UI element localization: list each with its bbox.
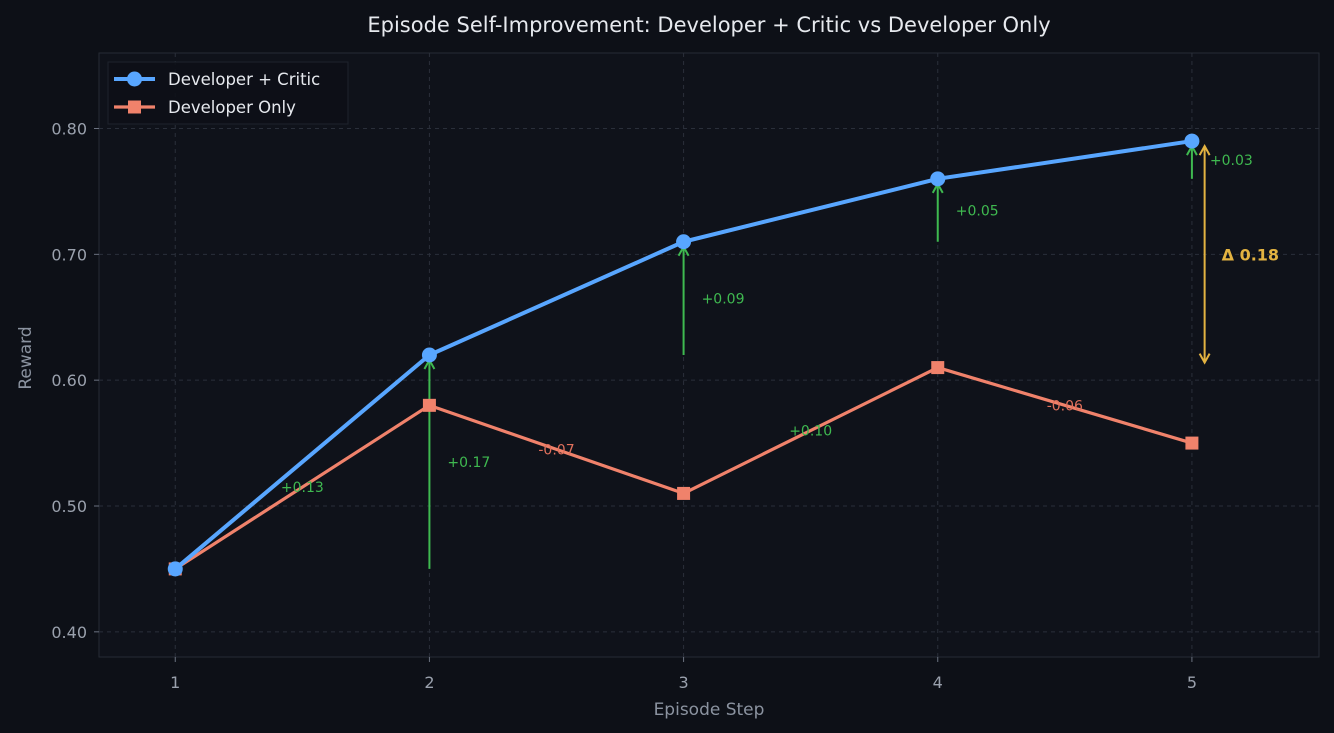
arrow-head bbox=[1198, 353, 1211, 365]
x-tick-label: 3 bbox=[678, 673, 688, 692]
gain-label: +0.17 bbox=[447, 455, 490, 471]
legend-marker-circle bbox=[127, 71, 142, 87]
x-tick-label: 1 bbox=[170, 673, 180, 692]
data-point-square bbox=[931, 361, 945, 375]
data-point-square bbox=[422, 398, 436, 412]
data-point-square bbox=[677, 486, 691, 500]
developer-change-label: -0.07 bbox=[538, 442, 574, 458]
series-lines bbox=[167, 133, 1200, 577]
y-tick-label: 0.40 bbox=[51, 623, 87, 642]
y-tick-label: 0.60 bbox=[51, 371, 87, 390]
x-tick-label: 2 bbox=[424, 673, 434, 692]
chart-title: Episode Self-Improvement: Developer + Cr… bbox=[367, 13, 1050, 37]
x-tick-label: 5 bbox=[1187, 673, 1197, 692]
gain-label: +0.03 bbox=[1210, 153, 1253, 169]
data-point-circle bbox=[930, 171, 946, 187]
legend: Developer + Critic Developer Only bbox=[107, 61, 349, 125]
gain-label: +0.05 bbox=[956, 203, 999, 219]
data-point-circle bbox=[421, 347, 437, 363]
data-point-circle bbox=[1184, 133, 1200, 149]
gain-label: +0.09 bbox=[702, 291, 745, 307]
gap-label: Δ 0.18 bbox=[1222, 245, 1279, 264]
annotation-labels: +0.17 +0.09 +0.05 +0.03 +0.13 -0.07 +0.10 -0.06… bbox=[281, 153, 1279, 496]
developer-change-label: +0.10 bbox=[789, 424, 832, 440]
developer-change-label: -0.06 bbox=[1047, 398, 1083, 414]
plot-area bbox=[98, 52, 1320, 658]
y-axis-ticks: 0.40 0.50 0.60 0.70 0.80 bbox=[51, 120, 99, 642]
data-point-square bbox=[1185, 436, 1199, 450]
annotation-arrows bbox=[423, 144, 1211, 569]
x-axis-ticks: 1 2 3 4 5 bbox=[170, 657, 1197, 692]
y-tick-label: 0.70 bbox=[51, 245, 87, 264]
arrow-head bbox=[1198, 144, 1211, 156]
y-tick-label: 0.50 bbox=[51, 497, 87, 516]
y-axis-label: Reward bbox=[16, 326, 36, 389]
legend-marker-square bbox=[128, 100, 141, 114]
y-tick-label: 0.80 bbox=[51, 120, 87, 139]
x-tick-label: 4 bbox=[933, 673, 943, 692]
developer-change-label: +0.13 bbox=[281, 480, 324, 496]
data-point-circle bbox=[676, 234, 692, 250]
x-axis-label: Episode Step bbox=[654, 700, 765, 720]
legend-box bbox=[107, 61, 349, 125]
legend-label: Developer Only bbox=[168, 98, 296, 117]
legend-label: Developer + Critic bbox=[168, 70, 320, 89]
grid-lines bbox=[99, 53, 1319, 657]
data-point-circle bbox=[167, 561, 183, 577]
